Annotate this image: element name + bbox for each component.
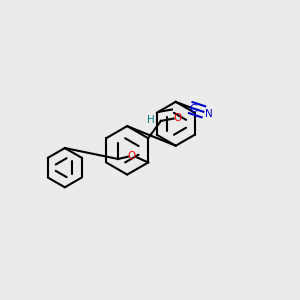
- Text: H: H: [147, 115, 154, 125]
- Text: N: N: [205, 109, 213, 118]
- Text: O: O: [127, 151, 136, 160]
- Text: C: C: [189, 104, 197, 114]
- Text: O: O: [174, 113, 182, 123]
